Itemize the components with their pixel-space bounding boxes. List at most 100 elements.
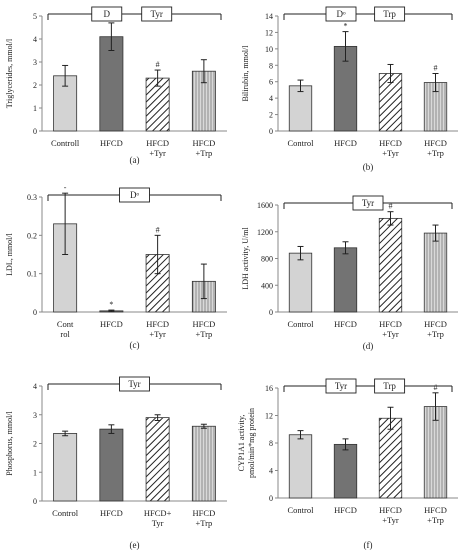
y-tick-label: 1 [33, 104, 37, 113]
y-tick-label: 2 [33, 81, 37, 90]
category-label: HFCD+Tyr [144, 508, 172, 528]
category-label: HFCD+Tyr [146, 319, 169, 339]
y-tick-label: 10 [265, 45, 273, 54]
category-label: HFCD [100, 319, 123, 329]
bracket-label: D [104, 9, 111, 19]
bar-b-0 [288, 85, 313, 132]
chart-panel-e: 0 1 2 3 4 Phosphorus, mmol/l Control HFCD HFCD+ T… [5, 376, 227, 550]
y-tick-label: 0 [269, 308, 273, 317]
y-tick-label: 4 [33, 35, 37, 44]
category-label: HFCD +Trp [424, 138, 447, 158]
bar-d-3 [423, 232, 448, 313]
y-tick-label: 3 [33, 58, 37, 67]
y-tick-label: 4 [269, 94, 273, 103]
significance-mark: # [434, 64, 438, 73]
category-label: HFCD+Tyr [379, 138, 402, 158]
bracket-label-box [119, 376, 150, 392]
y-axis-label: Triglycerides, mmol/l [5, 38, 14, 108]
bar-f-1 [333, 443, 358, 499]
category-label: HFCD+Tyr [146, 138, 169, 158]
y-tick-label: 800 [261, 255, 273, 264]
bracket-label-box [374, 378, 406, 394]
significance-mark: # [156, 60, 160, 69]
bar-e-0 [53, 433, 78, 502]
y-tick-label: 3 [33, 411, 37, 420]
y-tick-label: 0.2 [27, 231, 37, 240]
y-tick-label: 0 [269, 127, 273, 136]
category-label: Controll [51, 138, 80, 148]
bar-f-0 [288, 434, 313, 499]
category-label: HFCD+Tyr [379, 505, 402, 525]
y-tick-label: 1 [33, 468, 37, 477]
y-tick-label: 8 [269, 61, 273, 70]
y-tick-label: 12 [265, 28, 273, 37]
bracket-label: Trp [383, 9, 396, 19]
category-label: HFCD +Trp [424, 319, 447, 339]
category-label: HFCD +Trp [424, 505, 447, 525]
y-tick-label: 5 [33, 12, 37, 21]
bar-e-1 [99, 428, 124, 502]
chart-panel-b: 0 2 4 6 8 10 12 14 Bilirubin, mmol/l Control * HFCD… [241, 6, 458, 172]
significance-mark: - [64, 183, 67, 192]
category-label: Control [52, 508, 79, 518]
category-label: HFCD+Tyr [379, 319, 402, 339]
significance-mark: * [344, 22, 348, 31]
category-label: HFCD [334, 505, 357, 515]
bracket-label-box [119, 187, 150, 203]
bracket-label: Dᵒ [130, 190, 139, 200]
bar-e-3 [191, 425, 216, 502]
y-tick-label: 0.3 [27, 193, 37, 202]
y-tick-label: 2 [269, 111, 273, 120]
y-tick-label: 0 [269, 494, 273, 503]
category-label: Control [288, 138, 315, 148]
category-label: HFCD [100, 138, 123, 148]
y-axis-label: LDH activity, U/ml [241, 227, 250, 290]
significance-mark: # [434, 383, 438, 392]
panel-label: (c) [130, 340, 140, 350]
bracket-label-box [91, 6, 123, 22]
y-tick-label: 2 [33, 440, 37, 449]
bar-f-2 [378, 417, 403, 499]
category-label: HFCD [334, 319, 357, 329]
bracket-label-box [325, 6, 357, 22]
bracket-label: Tyr [362, 198, 374, 208]
bracket-label: Dᵒ [336, 9, 345, 19]
y-tick-label: 1600 [257, 201, 273, 210]
y-tick-label: 14 [265, 12, 273, 21]
y-tick-label: 16 [265, 384, 273, 393]
significance-mark: # [156, 225, 160, 234]
y-tick-label: 0.1 [27, 270, 37, 279]
y-tick-label: 0 [33, 497, 37, 506]
bar-e-2 [145, 417, 170, 502]
bar-d-2 [378, 217, 403, 313]
category-label: HFCD [334, 138, 357, 148]
panel-label: (b) [363, 162, 374, 172]
panel-label: (d) [363, 341, 374, 351]
bracket-label-box [141, 6, 173, 22]
panel-label: (a) [130, 155, 140, 165]
y-tick-label: 8 [269, 439, 273, 448]
significance-mark: # [389, 202, 393, 211]
bracket-label: Tyr [128, 379, 140, 389]
y-axis-label: LDL, mmol/l [5, 232, 14, 275]
bar-d-1 [333, 247, 358, 313]
chart-panel-d: 0 400 800 1200 1600 LDH activity, U/ml Control… [241, 195, 458, 351]
y-axis-label: Bilirubin, mmol/l [241, 45, 250, 102]
chart-panel-c: 0 0.1 0.2 0.3 LDL, mmol/l - Cont rol * HFCD # HFCD +… [5, 183, 227, 350]
bracket-label-box [374, 6, 406, 22]
bar-d-0 [288, 252, 313, 313]
panel-label: (f) [364, 540, 373, 550]
y-axis-label: Phosphorus, mmol/l [5, 410, 14, 475]
y-tick-label: 0 [33, 308, 37, 317]
chart-panel-a: 0 1 2 3 4 5 Triglycerides, mmol/l Controll HFCD #… [5, 6, 227, 165]
bracket-label-box [325, 378, 357, 394]
category-label: HFCD [100, 508, 123, 518]
chart-panel-f: 0 4 8 12 16 CYP1A1 activity,pmol/min*mg prote… [237, 378, 458, 550]
y-tick-label: 4 [33, 382, 37, 391]
y-axis-label: CYP1A1 activity,pmol/min*mg protein [237, 408, 256, 478]
bracket-label: Tyr [151, 9, 163, 19]
category-label: HFCD +Trp [193, 508, 216, 528]
category-label: HFCD +Trp [193, 319, 216, 339]
